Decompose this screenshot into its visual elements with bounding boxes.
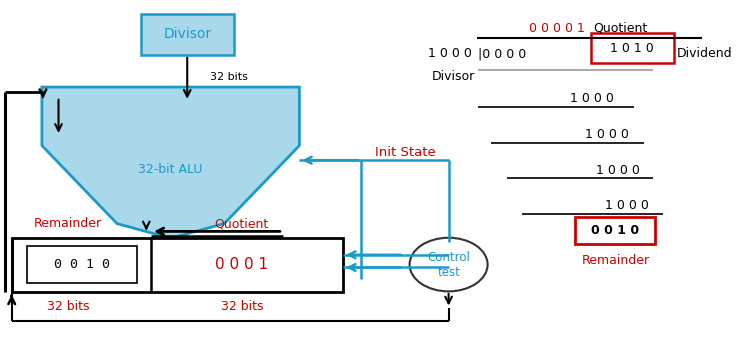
Text: Quotient: Quotient <box>215 217 269 231</box>
Text: Quotient: Quotient <box>593 22 648 35</box>
Text: 1 0 0 0: 1 0 0 0 <box>571 92 614 105</box>
Text: 1 0 0 0: 1 0 0 0 <box>596 164 639 177</box>
Text: 32-bit ALU: 32-bit ALU <box>138 163 203 177</box>
Text: |0 0 0 0: |0 0 0 0 <box>478 47 526 60</box>
Text: 0 0 1 0: 0 0 1 0 <box>591 224 639 237</box>
Text: 32 bits: 32 bits <box>209 72 248 82</box>
Text: Divisor: Divisor <box>431 70 475 84</box>
Text: 1 0 0 0: 1 0 0 0 <box>428 47 472 60</box>
Bar <box>27 246 136 283</box>
Text: 32 bits: 32 bits <box>221 300 263 313</box>
Text: 32 bits: 32 bits <box>47 300 90 313</box>
Text: 0 0 0 1: 0 0 0 1 <box>215 257 269 272</box>
Text: Init State: Init State <box>375 146 436 159</box>
Bar <box>591 33 674 63</box>
Text: 0 0 0 0 1: 0 0 0 0 1 <box>529 22 585 35</box>
Ellipse shape <box>409 238 488 292</box>
Bar <box>576 217 656 244</box>
Text: 0 0 1 0: 0 0 1 0 <box>54 258 110 271</box>
Text: 1 0 1 0: 1 0 1 0 <box>610 41 654 55</box>
Text: Remainder: Remainder <box>34 217 102 231</box>
Text: 1 0 0 0: 1 0 0 0 <box>605 199 648 212</box>
Text: 1 0 0 0: 1 0 0 0 <box>585 128 629 141</box>
Polygon shape <box>42 87 300 238</box>
Bar <box>141 14 234 55</box>
Text: Remainder: Remainder <box>582 254 650 267</box>
Bar <box>12 238 343 292</box>
Text: Dividend: Dividend <box>677 47 733 60</box>
Text: Divisor: Divisor <box>164 27 212 41</box>
Text: Control
test: Control test <box>427 250 470 279</box>
